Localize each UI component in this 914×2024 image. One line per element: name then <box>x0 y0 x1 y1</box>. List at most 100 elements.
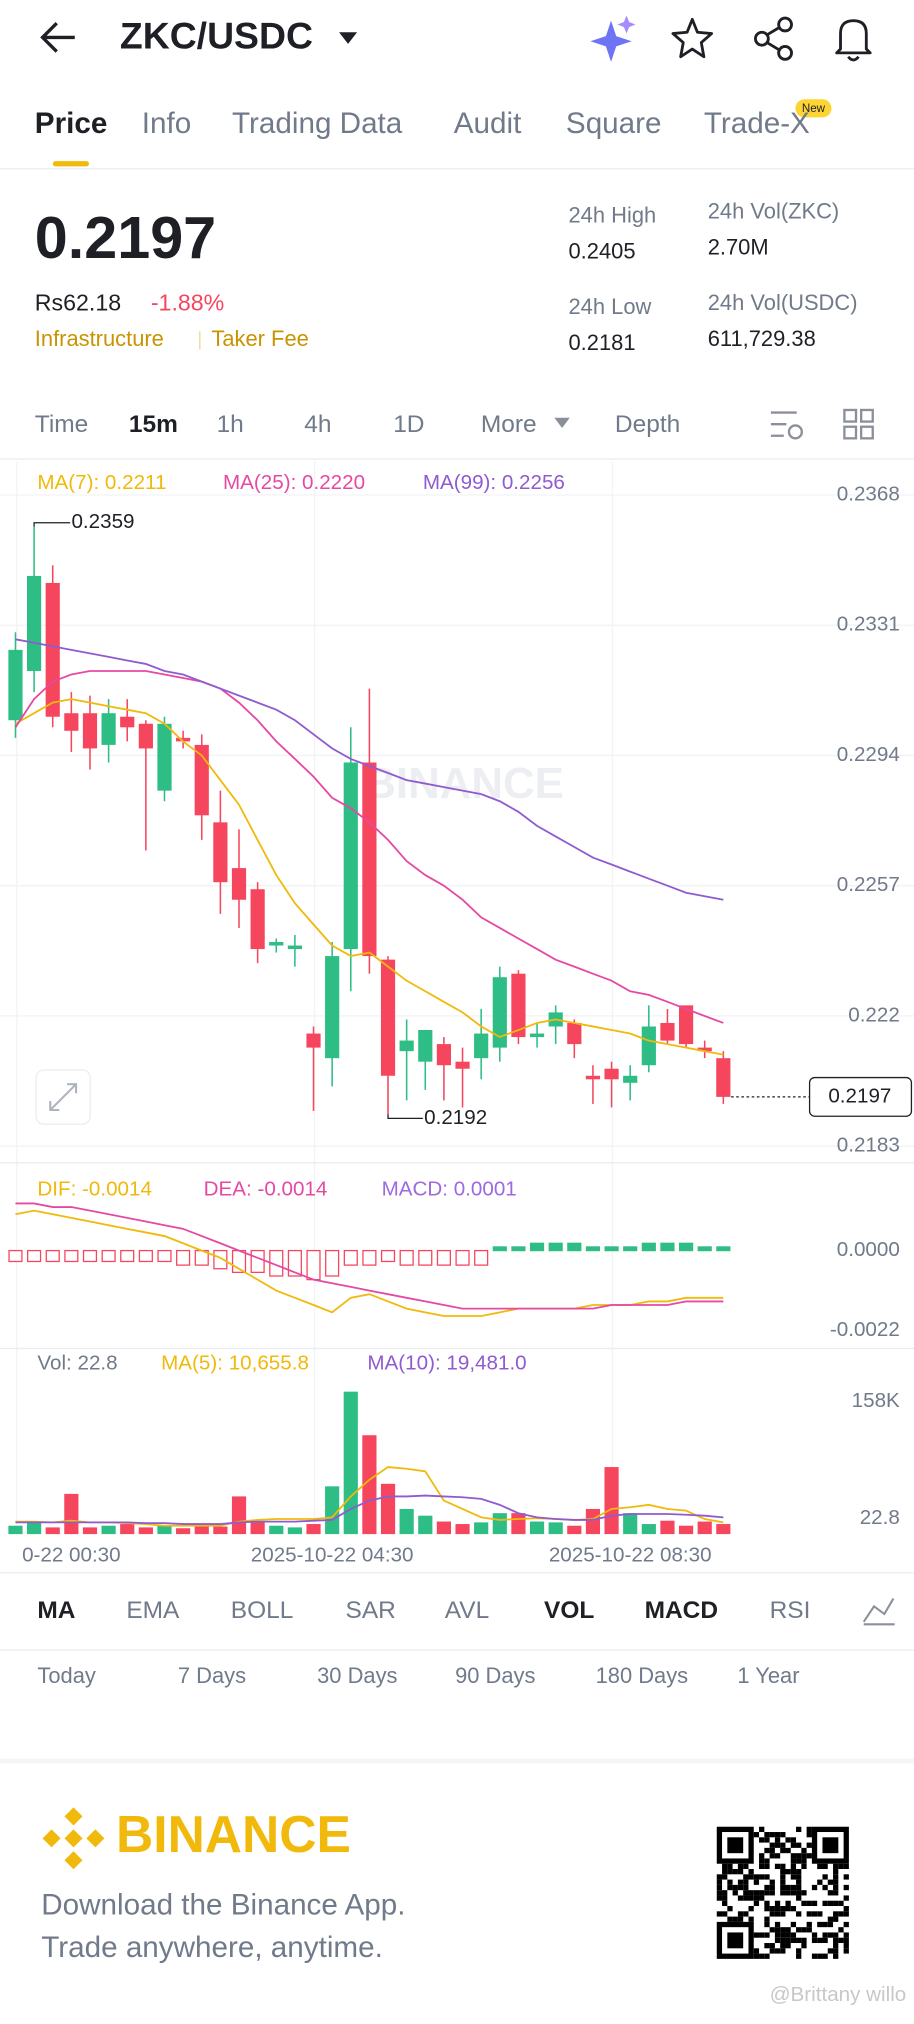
tab[interactable]: Audit <box>454 107 522 140</box>
legend-entry: MA(10): 19,481.0 <box>367 1351 526 1374</box>
qr-module <box>774 1900 781 1907</box>
tab[interactable]: Square <box>566 107 662 140</box>
tab[interactable]: Trade-X <box>704 107 810 140</box>
qr-module <box>753 1895 760 1901</box>
qr-module <box>722 1911 728 1917</box>
footer-line: Download the Binance App. <box>41 1888 405 1921</box>
volume-bar <box>27 1521 42 1535</box>
qr-module <box>764 1832 770 1838</box>
qr-module <box>774 1832 781 1838</box>
last-price: 0.2197 <box>35 204 216 271</box>
indicator-tab[interactable]: EMA <box>126 1597 180 1624</box>
qr-module <box>759 1853 765 1859</box>
qr-module <box>780 1874 786 1880</box>
annotation-line <box>387 1114 423 1120</box>
qr-module <box>790 1932 797 1938</box>
qr-module <box>748 1916 754 1922</box>
qr-module <box>764 1884 770 1891</box>
tab[interactable]: Info <box>142 107 191 140</box>
macd-bar <box>716 1246 731 1252</box>
qr-module <box>827 1932 834 1938</box>
qr-module <box>785 1943 791 1949</box>
pair-dropdown[interactable] <box>339 32 358 44</box>
qr-module <box>780 1832 786 1838</box>
indicator-tab[interactable]: AVL <box>445 1597 489 1624</box>
indicator-tab[interactable]: RSI <box>770 1597 811 1624</box>
favorite-button[interactable] <box>671 17 714 59</box>
candle-body <box>474 1033 489 1059</box>
interval-tab[interactable]: Time <box>35 411 89 438</box>
qr-finder <box>716 1826 754 1864</box>
y-tick-label: 0.0000 <box>837 1238 900 1261</box>
volume-bar <box>213 1526 228 1535</box>
interval-tab[interactable]: Depth <box>615 411 680 438</box>
volume-bar <box>157 1525 172 1535</box>
qr-module <box>759 1874 765 1880</box>
indicator-line <box>15 698 724 1056</box>
qr-module <box>817 1953 823 1959</box>
interval-tab[interactable]: 1D <box>393 411 424 438</box>
indicator-settings[interactable] <box>862 1598 895 1626</box>
indicator-line <box>15 1202 724 1310</box>
chart-settings-button[interactable] <box>770 411 804 440</box>
qr-module <box>796 1858 802 1864</box>
qr-module <box>759 1932 765 1938</box>
qr-module <box>801 1900 807 1907</box>
indicator-tab[interactable]: MACD <box>645 1597 718 1624</box>
qr-module <box>833 1863 839 1870</box>
interval-tab[interactable]: More <box>481 411 537 438</box>
qr-module <box>801 1943 807 1949</box>
macd-bar <box>492 1246 507 1252</box>
layout-button[interactable] <box>843 408 874 440</box>
more-caret <box>554 417 570 429</box>
qr-module <box>785 1937 791 1944</box>
qr-module <box>806 1927 812 1933</box>
candle-body <box>343 762 358 950</box>
indicator-tab[interactable]: VOL <box>544 1597 594 1624</box>
interval-tab[interactable]: 4h <box>304 411 331 438</box>
tag[interactable]: Taker Fee <box>211 326 308 351</box>
indicator-tab[interactable]: MA <box>37 1597 75 1624</box>
volume-bar <box>250 1521 265 1535</box>
tab[interactable]: Trading Data <box>232 107 403 140</box>
candle-body <box>194 744 209 816</box>
qr-module <box>780 1911 786 1917</box>
qr-module <box>764 1943 770 1949</box>
candle-body <box>567 1022 582 1045</box>
pair-title[interactable]: ZKC/USDC <box>120 15 313 57</box>
back-button[interactable] <box>40 22 75 53</box>
macd-bar <box>641 1242 656 1252</box>
qr-module <box>843 1943 849 1949</box>
tag[interactable]: Infrastructure <box>35 326 164 351</box>
kline-chart: 0.2368 0.2331 0.2294 0.2257 0.222 0.2183 BINAN… <box>0 461 914 1566</box>
indicator-tab[interactable]: SAR <box>345 1597 395 1624</box>
interval-tab[interactable]: 1h <box>217 411 244 438</box>
qr-module <box>753 1932 760 1938</box>
interval-tab[interactable]: 15m <box>129 411 178 438</box>
qr-module <box>764 1874 770 1880</box>
qr-module <box>774 1921 781 1928</box>
indicator-tab[interactable]: BOLL <box>231 1597 294 1624</box>
macd-bar <box>678 1242 694 1252</box>
candle-body <box>511 973 526 1038</box>
tab[interactable]: Price <box>35 107 108 140</box>
candle-body <box>138 723 153 749</box>
ai-button[interactable] <box>590 15 636 62</box>
qr-code <box>716 1826 849 1959</box>
qr-module <box>716 1874 723 1880</box>
notification-button[interactable] <box>835 19 872 62</box>
x-tick-label: 2025-10-22 04:30 <box>251 1543 414 1566</box>
qr-module <box>796 1927 802 1933</box>
candle-body <box>157 723 172 791</box>
qr-module <box>796 1869 802 1875</box>
share-node <box>777 45 793 61</box>
macd-bar <box>380 1249 396 1263</box>
qr-module <box>822 1921 828 1928</box>
qr-module <box>843 1906 849 1912</box>
qr-module <box>759 1953 765 1959</box>
qr-module <box>737 1879 744 1885</box>
share-button[interactable] <box>754 16 793 61</box>
macd-bar <box>585 1246 601 1252</box>
volume-bar <box>325 1486 340 1535</box>
qr-module <box>769 1847 775 1854</box>
